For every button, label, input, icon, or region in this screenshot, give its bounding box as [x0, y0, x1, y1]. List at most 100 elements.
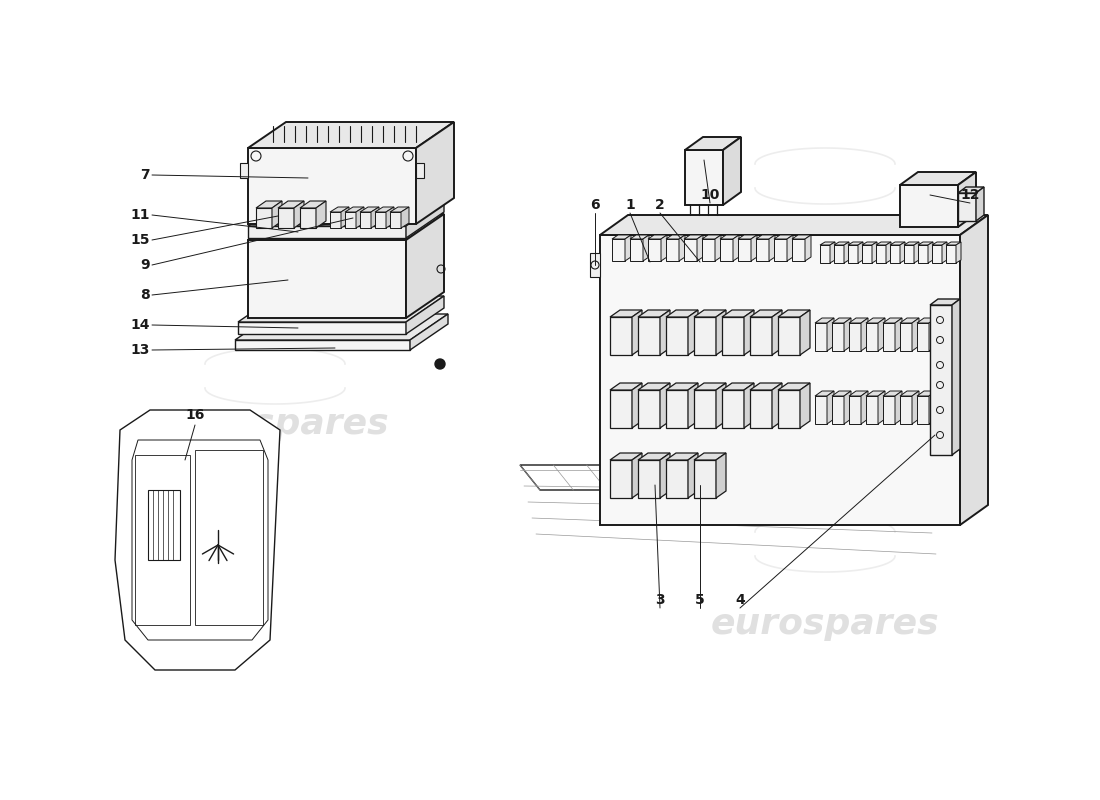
Polygon shape [722, 317, 744, 355]
Polygon shape [827, 391, 834, 424]
Polygon shape [917, 318, 936, 323]
Polygon shape [756, 239, 769, 261]
Polygon shape [844, 242, 849, 263]
Text: 9: 9 [141, 258, 150, 272]
Polygon shape [934, 318, 953, 323]
Polygon shape [660, 310, 670, 355]
Polygon shape [610, 317, 632, 355]
Polygon shape [666, 310, 698, 317]
Polygon shape [666, 239, 679, 261]
Polygon shape [872, 242, 877, 263]
Polygon shape [638, 310, 670, 317]
Bar [135, 455, 190, 625]
Polygon shape [610, 460, 632, 498]
Polygon shape [883, 396, 895, 424]
Polygon shape [878, 391, 886, 424]
Polygon shape [410, 314, 448, 350]
Polygon shape [744, 310, 754, 355]
Polygon shape [248, 240, 406, 318]
Polygon shape [750, 317, 772, 355]
Polygon shape [648, 235, 667, 239]
Polygon shape [756, 235, 775, 239]
Polygon shape [844, 391, 851, 424]
Polygon shape [406, 200, 444, 238]
Polygon shape [772, 383, 782, 428]
Polygon shape [778, 317, 800, 355]
Polygon shape [858, 242, 864, 263]
Polygon shape [800, 383, 810, 428]
Polygon shape [820, 242, 835, 245]
Polygon shape [386, 207, 394, 228]
Polygon shape [248, 148, 416, 224]
Polygon shape [914, 242, 918, 263]
Polygon shape [883, 318, 902, 323]
Polygon shape [928, 242, 933, 263]
Polygon shape [600, 235, 960, 525]
Polygon shape [630, 239, 644, 261]
Polygon shape [878, 318, 886, 351]
Polygon shape [832, 323, 844, 351]
Polygon shape [917, 323, 930, 351]
Text: 15: 15 [131, 233, 150, 247]
Polygon shape [694, 383, 726, 390]
Polygon shape [895, 318, 902, 351]
Polygon shape [666, 460, 688, 498]
Polygon shape [849, 391, 868, 396]
Polygon shape [356, 207, 364, 228]
Polygon shape [116, 410, 280, 670]
Polygon shape [666, 453, 698, 460]
Polygon shape [912, 391, 918, 424]
Polygon shape [946, 391, 953, 424]
Polygon shape [666, 383, 698, 390]
Polygon shape [815, 391, 834, 396]
Polygon shape [778, 390, 800, 428]
Polygon shape [844, 318, 851, 351]
Polygon shape [769, 235, 776, 261]
Text: 10: 10 [701, 188, 719, 202]
Polygon shape [610, 310, 642, 317]
Polygon shape [612, 239, 625, 261]
Polygon shape [638, 390, 660, 428]
Polygon shape [600, 215, 988, 235]
Polygon shape [900, 172, 976, 185]
Text: 2: 2 [656, 198, 664, 212]
Polygon shape [294, 201, 304, 228]
Polygon shape [934, 323, 946, 351]
Polygon shape [866, 323, 878, 351]
Polygon shape [832, 391, 851, 396]
Polygon shape [733, 235, 739, 261]
Polygon shape [832, 318, 851, 323]
Polygon shape [638, 453, 670, 460]
Polygon shape [661, 235, 667, 261]
Polygon shape [679, 235, 685, 261]
Polygon shape [866, 391, 886, 396]
Polygon shape [272, 201, 282, 228]
Polygon shape [375, 207, 394, 212]
Polygon shape [751, 235, 757, 261]
Polygon shape [960, 215, 988, 525]
Polygon shape [632, 310, 642, 355]
Polygon shape [895, 391, 902, 424]
Text: 7: 7 [141, 168, 150, 182]
Text: 12: 12 [960, 188, 980, 202]
Polygon shape [648, 239, 661, 261]
Polygon shape [694, 317, 716, 355]
Polygon shape [235, 340, 410, 350]
Polygon shape [716, 310, 726, 355]
Polygon shape [900, 396, 912, 424]
Polygon shape [904, 245, 914, 263]
Polygon shape [666, 390, 688, 428]
Polygon shape [778, 310, 810, 317]
Polygon shape [934, 391, 953, 396]
Polygon shape [684, 235, 703, 239]
Polygon shape [590, 253, 600, 277]
Polygon shape [520, 465, 940, 490]
Polygon shape [946, 245, 956, 263]
Text: 6: 6 [591, 198, 600, 212]
Polygon shape [716, 383, 726, 428]
Polygon shape [866, 396, 878, 424]
Polygon shape [918, 245, 928, 263]
Polygon shape [862, 242, 877, 245]
Circle shape [434, 359, 446, 369]
Polygon shape [702, 235, 721, 239]
